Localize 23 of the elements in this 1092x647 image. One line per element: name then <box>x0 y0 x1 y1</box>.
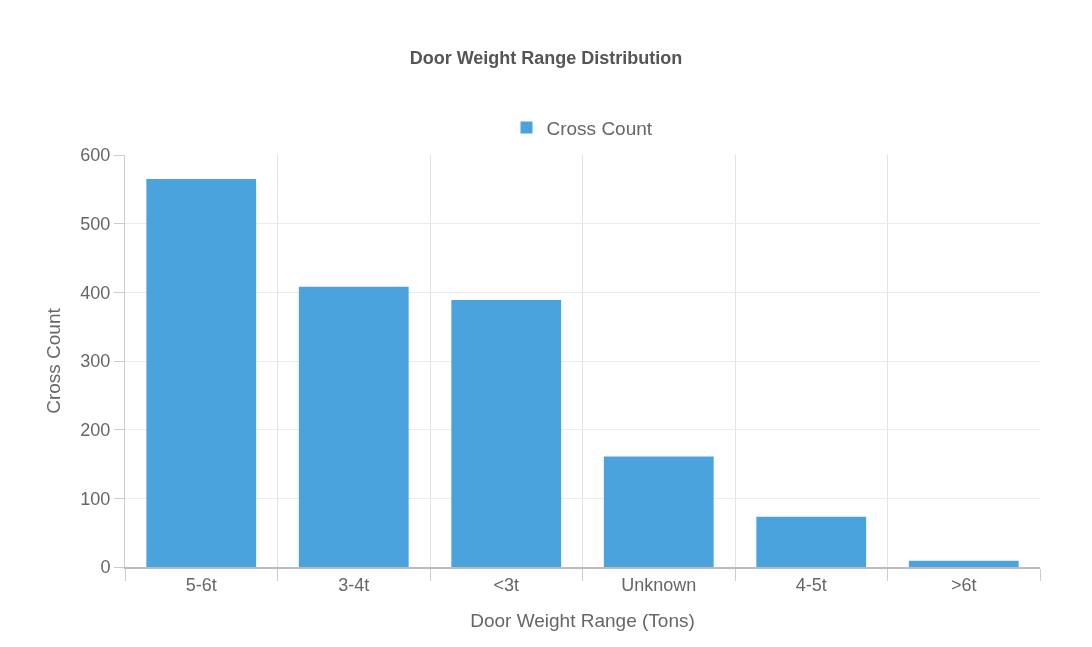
x-tick-label: <3t <box>493 574 520 595</box>
legend-label: Cross Count <box>546 118 653 140</box>
bar <box>451 299 562 567</box>
chart-title: Door Weight Range Distribution <box>409 48 683 69</box>
y-tick-label: 600 <box>80 145 111 166</box>
y-tick-label: 100 <box>80 488 111 509</box>
y-axis-title: Cross Count <box>43 307 65 414</box>
y-tick-label: 500 <box>80 213 111 234</box>
x-tick-label: 3-4t <box>338 574 370 595</box>
y-tick-label: 300 <box>80 351 111 372</box>
y-tick-label: 0 <box>100 557 111 578</box>
x-tick-label: Unknown <box>621 574 697 595</box>
bar <box>603 456 714 567</box>
x-axis-title: Door Weight Range (Tons) <box>470 609 695 631</box>
x-tick-label: 5-6t <box>185 574 217 595</box>
bar <box>756 516 867 567</box>
bar <box>146 179 257 567</box>
x-tick-label: 4-5t <box>795 574 827 595</box>
bar <box>298 286 409 567</box>
y-tick-label: 200 <box>80 419 111 440</box>
x-tick-label: >6t <box>950 574 977 595</box>
y-tick-label: 400 <box>80 282 111 303</box>
bar <box>908 560 1019 567</box>
